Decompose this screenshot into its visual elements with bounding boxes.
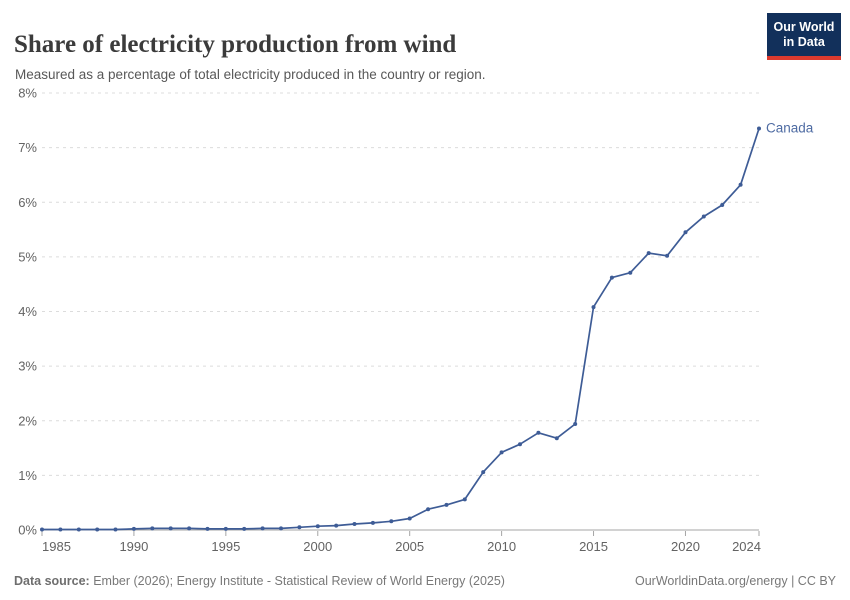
data-point [757,126,761,131]
x-tick-label: 2020 [671,539,700,554]
data-point [40,527,44,532]
page-title: Share of electricity production from win… [14,30,457,58]
x-tick-label: 2024 [732,539,761,554]
chart-footer: Data source: Ember (2026); Energy Instit… [14,574,836,588]
data-point [242,526,247,531]
x-tick-label: 1985 [42,539,71,554]
data-point [279,526,283,531]
data-point [518,442,522,447]
chart-subtitle: Measured as a percentage of total electr… [15,66,486,82]
x-tick-label: 2005 [395,539,424,554]
data-point [462,497,467,502]
x-tick-label: 2015 [579,539,608,554]
owid-logo-line2: in Data [783,34,825,49]
data-point [389,519,394,524]
y-tick-label: 8% [18,86,37,101]
data-point [646,251,651,256]
data-point [315,524,320,529]
owid-logo[interactable]: Our World in Data [767,13,841,60]
y-tick-label: 5% [18,249,37,264]
data-point [683,230,688,235]
data-source-text: Ember (2026); Energy Institute - Statist… [89,574,505,588]
data-point [407,516,412,521]
data-point [187,526,192,531]
data-point [370,520,375,525]
data-point [95,527,100,532]
data-point [76,527,81,532]
data-point [573,422,578,426]
data-point [720,203,725,207]
x-tick-label: 1990 [119,539,148,554]
y-tick-label: 7% [18,140,37,155]
y-tick-label: 6% [18,195,37,210]
data-point [536,430,541,435]
data-point [58,527,63,532]
data-point [260,526,265,531]
data-point [738,182,743,187]
data-point [334,523,339,528]
x-tick-label: 2000 [303,539,332,554]
data-point [481,470,486,475]
data-point [701,214,706,219]
y-tick-label: 4% [18,304,37,319]
data-point [499,450,504,455]
data-point [131,526,136,531]
x-tick-label: 1995 [211,539,240,554]
y-tick-label: 2% [18,413,37,428]
y-tick-label: 3% [18,359,37,374]
data-source-label: Data source: [14,574,90,588]
data-point [150,526,155,531]
y-tick-label: 1% [18,468,37,483]
data-point [591,305,596,310]
data-point [554,436,559,441]
data-point [628,270,633,275]
data-point [665,253,670,258]
chart-line-canada [41,127,760,531]
data-point [297,525,302,530]
data-point [168,526,173,531]
data-point [352,522,357,526]
data-point [223,526,228,531]
owid-logo-line1: Our World [773,20,835,34]
x-tick-label: 2010 [487,539,516,554]
entity-label-canada: Canada [766,121,814,136]
license-note[interactable]: OurWorldinData.org/energy | CC BY [634,574,836,588]
data-point [113,527,118,532]
data-point [426,507,431,512]
data-point [205,526,210,531]
data-point [609,275,614,280]
data-source-note: Data source: Ember (2026); Energy Instit… [14,574,505,588]
y-tick-label: 0% [18,523,37,538]
data-point [444,502,449,507]
